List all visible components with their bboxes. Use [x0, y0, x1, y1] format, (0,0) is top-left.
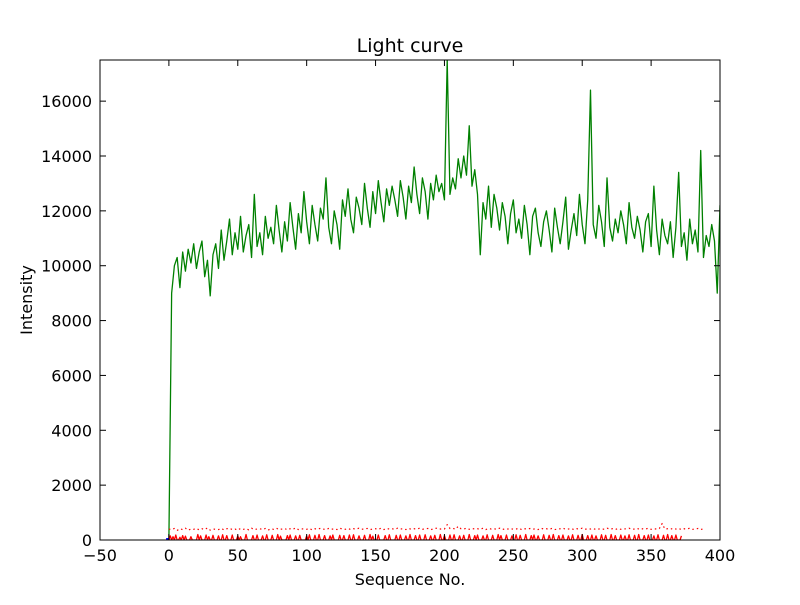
y-tick-label: 8000	[51, 312, 92, 331]
x-tick-label: 400	[705, 546, 736, 565]
y-tick-label: 12000	[41, 202, 92, 221]
y-tick-label: 2000	[51, 476, 92, 495]
x-tick-label: 250	[498, 546, 529, 565]
x-axis-ticks: −50 0 50 100 150 200 250 300 350 400	[83, 60, 735, 565]
chart-title: Light curve	[357, 35, 464, 57]
series-line-1	[168, 60, 720, 540]
series-line-2	[168, 522, 704, 532]
plot-frame	[99, 59, 721, 541]
x-axis-label: Sequence No.	[355, 570, 466, 589]
x-tick-label: 350	[636, 546, 667, 565]
y-tick-label: 14000	[41, 147, 92, 166]
x-tick-label: −50	[83, 546, 117, 565]
x-tick-label: 50	[228, 546, 248, 565]
series-line-3	[168, 533, 683, 540]
x-tick-label: 200	[429, 546, 460, 565]
y-tick-label: 0	[82, 531, 92, 550]
y-tick-label: 10000	[41, 257, 92, 276]
x-tick-label: 150	[360, 546, 391, 565]
y-tick-label: 16000	[41, 92, 92, 111]
y-axis-ticks: 0 2000 4000 6000 8000 10000 12000 14000 16000	[41, 92, 720, 550]
y-axis-label: Intensity	[17, 265, 36, 335]
series-layer	[166, 60, 720, 540]
x-tick-label: 300	[567, 546, 598, 565]
y-tick-label: 4000	[51, 421, 92, 440]
x-tick-label: 0	[164, 546, 174, 565]
y-tick-label: 6000	[51, 366, 92, 385]
x-tick-label: 100	[291, 546, 322, 565]
